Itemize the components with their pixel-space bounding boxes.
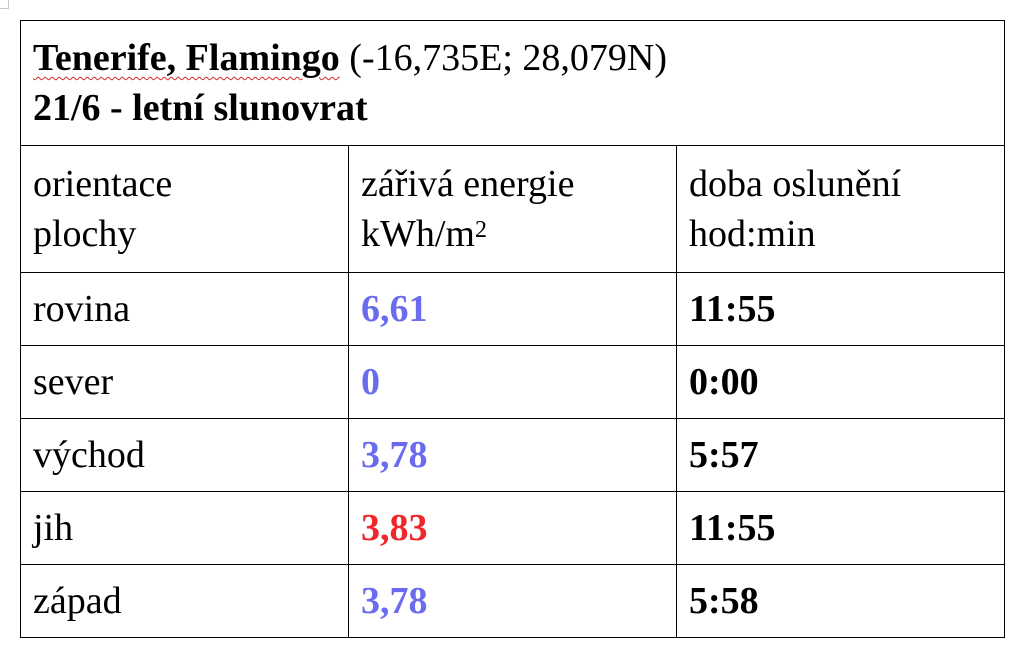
title-cell: Tenerife, Flamingo (-16,735E; 28,079N) 2… xyxy=(19,20,1006,146)
cell-energy: 6,61 xyxy=(348,272,677,346)
page-corner-mark xyxy=(0,0,9,9)
header-energy: zářivá energie kWh/m2 xyxy=(348,145,677,273)
header-energy-unit: kWh/m2 xyxy=(361,209,664,259)
cell-duration: 0:00 xyxy=(675,345,1006,419)
table-row: západ 3,78 5:58 xyxy=(20,564,1006,638)
solar-table: Tenerife, Flamingo (-16,735E; 28,079N) 2… xyxy=(19,20,1006,638)
header-orientation-line2: plochy xyxy=(33,213,137,255)
cell-duration: 5:57 xyxy=(675,418,1006,492)
cell-duration: 5:58 xyxy=(675,564,1006,638)
header-energy-unit-base: kWh/m xyxy=(361,213,475,255)
header-duration-line2: hod:min xyxy=(689,213,816,255)
cell-orientation: východ xyxy=(20,418,349,492)
cell-energy: 3,78 xyxy=(348,418,677,492)
table-row: rovina 6,61 11:55 xyxy=(20,272,1006,346)
title-row: Tenerife, Flamingo (-16,735E; 28,079N) 2… xyxy=(19,20,1006,146)
header-orientation-line1: orientace xyxy=(33,163,173,205)
cell-energy: 3,83 xyxy=(348,491,677,565)
header-energy-unit-exponent: 2 xyxy=(474,217,487,243)
table-row: sever 0 0:00 xyxy=(20,345,1006,419)
title-line-1: Tenerife, Flamingo (-16,735E; 28,079N) xyxy=(33,33,992,83)
table-row: východ 3,78 5:57 xyxy=(20,418,1006,492)
cell-duration: 11:55 xyxy=(675,272,1006,346)
title-coords: (-16,735E; 28,079N) xyxy=(349,37,667,79)
cell-duration: 11:55 xyxy=(675,491,1006,565)
header-orientation: orientace plochy xyxy=(20,145,349,273)
title-subtitle: 21/6 - letní slunovrat xyxy=(33,87,368,129)
header-duration-line1: doba oslunění xyxy=(689,163,902,205)
title-place: Tenerife, Flamingo xyxy=(33,37,340,79)
cell-energy: 3,78 xyxy=(348,564,677,638)
column-header-row: orientace plochy zářivá energie kWh/m2 d… xyxy=(20,145,1006,273)
header-duration: doba oslunění hod:min xyxy=(675,145,1006,273)
cell-orientation: jih xyxy=(20,491,349,565)
header-energy-line1: zářivá energie xyxy=(361,163,575,205)
cell-orientation: západ xyxy=(20,564,349,638)
cell-orientation: sever xyxy=(20,345,349,419)
cell-orientation: rovina xyxy=(20,272,349,346)
table-row: jih 3,83 11:55 xyxy=(20,491,1006,565)
cell-energy: 0 xyxy=(348,345,677,419)
